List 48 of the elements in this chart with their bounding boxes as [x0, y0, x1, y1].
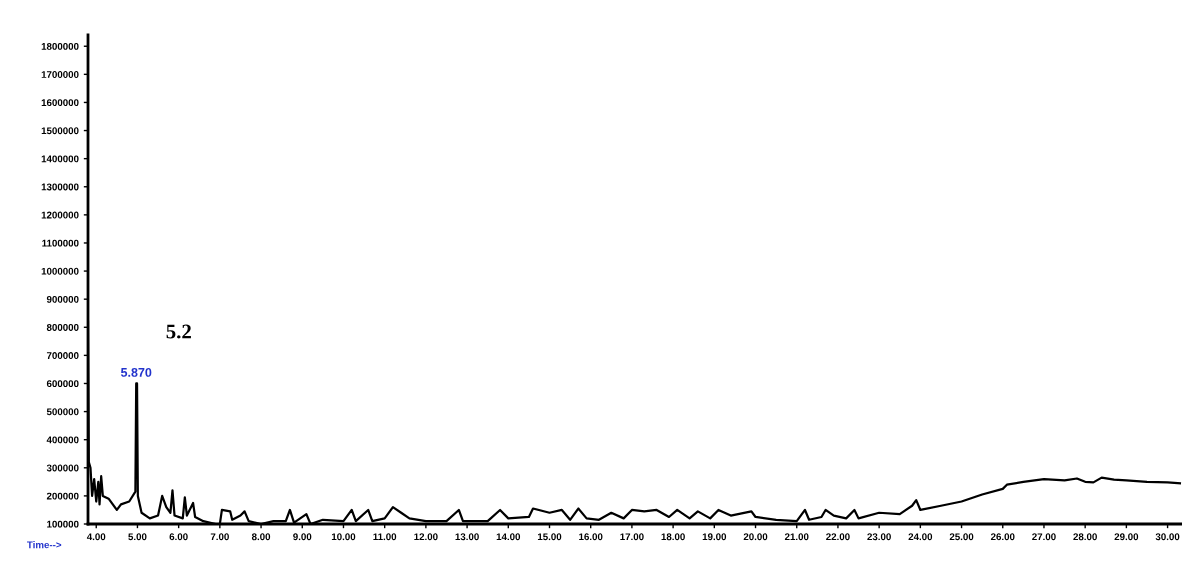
x-tick-label: 8.00 [251, 533, 271, 541]
y-tick-label: 1700000 [41, 71, 79, 78]
y-tick-label: 700000 [46, 352, 79, 359]
x-tick-label: 24.00 [908, 533, 933, 541]
x-tick-label: 5.00 [128, 533, 147, 541]
y-tick-label: 900000 [46, 295, 79, 303]
x-tick-label: 22.00 [826, 533, 850, 541]
x-tick-label: 21.00 [784, 533, 809, 541]
annotation: 5.2 [166, 324, 191, 339]
x-tick-label: 23.00 [867, 533, 891, 541]
x-axis-title: Time--> [27, 541, 62, 549]
x-tick-label: 12.00 [414, 533, 438, 541]
x-tick-label: 27.00 [1032, 533, 1056, 541]
x-tick-label: 6.00 [169, 533, 188, 541]
y-tick-label: 800000 [46, 324, 79, 331]
y-tick-label: 1100000 [42, 239, 79, 247]
x-tick-label: 11.00 [373, 533, 397, 541]
x-tick-label: 16.00 [579, 533, 603, 541]
x-tick-label: 10.00 [331, 533, 356, 541]
x-tick-label: 19.00 [702, 533, 727, 541]
x-tick-label: 28.00 [1073, 533, 1097, 541]
y-tick-label: 100000 [47, 520, 79, 528]
y-tick-label: 1500000 [41, 127, 79, 135]
x-tick-label: 4.00 [86, 533, 106, 541]
x-tick-label: 29.00 [1114, 533, 1139, 541]
y-tick-label: 300000 [46, 464, 79, 472]
x-tick-label: 30.00 [1155, 533, 1180, 541]
x-tick-label: 18.00 [661, 533, 685, 541]
x-tick-label: 9.00 [293, 533, 312, 541]
y-tick-label: 1400000 [41, 155, 79, 163]
y-tick-label: 600000 [46, 380, 79, 388]
annotation: 5.870 [120, 367, 152, 377]
y-tick-label: 200000 [46, 492, 79, 500]
x-tick-label: 17.00 [620, 533, 644, 541]
x-tick-label: 25.00 [949, 533, 974, 541]
x-tick-label: 13.00 [455, 533, 479, 541]
x-tick-label: 14.00 [496, 533, 521, 541]
y-tick-label: 1200000 [41, 211, 79, 219]
x-tick-label: 7.00 [210, 533, 229, 541]
y-tick-label: 1000000 [41, 267, 79, 275]
y-tick-label: 1600000 [41, 99, 79, 107]
y-tick-label: 1300000 [41, 183, 79, 191]
x-tick-label: 20.00 [743, 533, 768, 541]
x-tick-label: 15.00 [537, 533, 562, 541]
y-tick-label: 1800000 [41, 42, 79, 50]
y-tick-label: 500000 [46, 408, 79, 416]
x-tick-label: 26.00 [990, 533, 1015, 541]
y-tick-label: 400000 [46, 436, 79, 444]
